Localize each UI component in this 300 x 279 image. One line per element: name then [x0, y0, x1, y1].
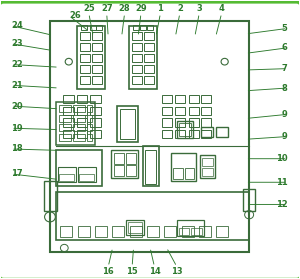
Bar: [140, 25, 146, 30]
Bar: [73, 134, 85, 141]
Bar: [147, 226, 159, 237]
Text: 8: 8: [282, 83, 287, 93]
Text: 1: 1: [158, 4, 164, 13]
Bar: [200, 155, 215, 178]
Bar: [73, 105, 85, 112]
Bar: [59, 134, 71, 141]
Bar: [77, 107, 87, 115]
Bar: [171, 153, 196, 181]
Bar: [126, 165, 136, 176]
Text: 9: 9: [282, 132, 287, 141]
Bar: [201, 95, 211, 103]
Bar: [132, 43, 142, 50]
Bar: [63, 118, 74, 127]
Bar: [87, 124, 92, 131]
Bar: [201, 118, 211, 127]
Bar: [243, 189, 255, 211]
Text: 25: 25: [83, 4, 95, 13]
Bar: [162, 95, 172, 103]
Bar: [126, 220, 144, 235]
Bar: [87, 134, 92, 141]
Bar: [128, 222, 142, 233]
Text: 16: 16: [102, 267, 114, 276]
Bar: [191, 228, 202, 235]
Bar: [63, 107, 74, 115]
Bar: [92, 65, 102, 73]
Bar: [63, 130, 74, 138]
Text: 9: 9: [282, 110, 287, 119]
Bar: [78, 226, 90, 237]
Bar: [80, 65, 90, 73]
Bar: [176, 130, 185, 138]
Bar: [176, 107, 185, 115]
Text: 12: 12: [276, 200, 287, 209]
Bar: [63, 95, 74, 103]
Bar: [59, 124, 71, 131]
Bar: [162, 118, 172, 127]
Bar: [216, 226, 228, 237]
Bar: [202, 168, 213, 176]
Bar: [176, 95, 185, 103]
Bar: [164, 226, 176, 237]
Bar: [147, 25, 153, 30]
Bar: [201, 107, 211, 115]
Bar: [179, 228, 189, 235]
Text: 14: 14: [148, 267, 160, 276]
Bar: [95, 226, 107, 237]
Text: 24: 24: [11, 21, 23, 30]
Bar: [56, 102, 95, 145]
Bar: [189, 130, 199, 138]
Text: 3: 3: [196, 4, 202, 13]
Bar: [142, 146, 159, 186]
Bar: [144, 54, 154, 62]
Text: 29: 29: [135, 4, 147, 13]
Bar: [92, 54, 102, 62]
Bar: [56, 192, 248, 240]
Text: 15: 15: [126, 267, 138, 276]
Bar: [92, 43, 102, 50]
Bar: [90, 25, 96, 30]
Bar: [59, 115, 71, 122]
Text: 27: 27: [101, 4, 112, 13]
Bar: [112, 226, 124, 237]
Bar: [59, 174, 74, 181]
Bar: [73, 115, 85, 122]
Bar: [60, 226, 72, 237]
Bar: [126, 153, 136, 164]
Bar: [199, 226, 211, 237]
Bar: [80, 76, 90, 84]
Bar: [132, 76, 142, 84]
Text: 5: 5: [281, 24, 287, 33]
Bar: [132, 32, 142, 40]
Bar: [144, 43, 154, 50]
Bar: [201, 127, 213, 136]
Bar: [90, 130, 101, 138]
Text: 11: 11: [276, 178, 287, 187]
Text: 20: 20: [11, 102, 23, 110]
Bar: [216, 127, 228, 136]
Text: 23: 23: [11, 39, 23, 48]
Bar: [79, 174, 94, 181]
Bar: [114, 153, 124, 164]
Bar: [144, 32, 154, 40]
Bar: [173, 168, 183, 179]
Bar: [90, 118, 101, 127]
Bar: [87, 115, 92, 122]
Bar: [87, 105, 92, 112]
Bar: [177, 121, 193, 138]
Bar: [56, 150, 102, 186]
Bar: [182, 226, 194, 237]
Bar: [80, 54, 90, 62]
Bar: [77, 95, 87, 103]
Text: 17: 17: [11, 169, 23, 179]
Text: 28: 28: [119, 4, 130, 13]
Bar: [185, 168, 194, 179]
Bar: [202, 158, 213, 167]
Bar: [90, 107, 101, 115]
Text: 18: 18: [11, 145, 23, 153]
Bar: [132, 54, 142, 62]
Bar: [119, 109, 135, 139]
Bar: [144, 65, 154, 73]
Text: 21: 21: [11, 81, 23, 90]
